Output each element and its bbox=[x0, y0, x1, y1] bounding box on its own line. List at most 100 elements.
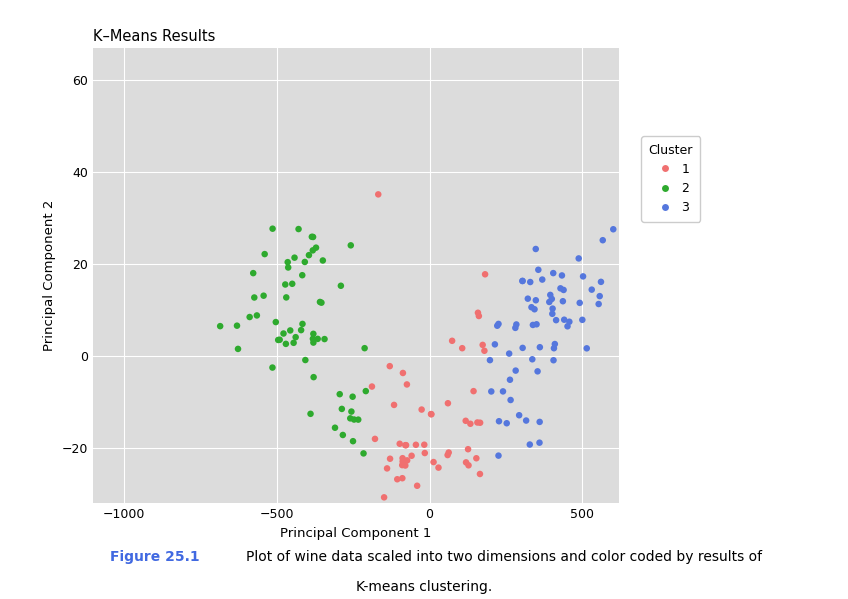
2 bbox=[328, 423, 342, 432]
1 bbox=[390, 474, 404, 484]
1 bbox=[395, 461, 409, 470]
3 bbox=[535, 275, 549, 285]
3 bbox=[526, 355, 539, 364]
2 bbox=[287, 253, 301, 262]
3 bbox=[492, 319, 505, 329]
1 bbox=[427, 457, 440, 467]
3 bbox=[593, 291, 606, 301]
2 bbox=[359, 386, 372, 396]
1 bbox=[365, 382, 379, 391]
2 bbox=[357, 449, 371, 458]
3 bbox=[573, 298, 587, 308]
1 bbox=[445, 336, 459, 346]
3 bbox=[509, 366, 522, 376]
3 bbox=[529, 244, 543, 254]
2 bbox=[258, 249, 271, 259]
2 bbox=[306, 232, 320, 242]
1 bbox=[399, 440, 413, 450]
3 bbox=[509, 323, 522, 332]
3 bbox=[530, 319, 544, 329]
3 bbox=[633, 255, 647, 264]
3 bbox=[533, 343, 547, 352]
3 bbox=[500, 419, 514, 428]
3 bbox=[556, 297, 570, 306]
2 bbox=[265, 224, 279, 234]
1 bbox=[417, 440, 431, 449]
2 bbox=[333, 389, 347, 399]
2 bbox=[289, 332, 303, 342]
2 bbox=[230, 321, 243, 331]
1 bbox=[476, 340, 489, 350]
3 bbox=[554, 283, 567, 293]
2 bbox=[336, 430, 349, 440]
2 bbox=[318, 334, 332, 344]
3 bbox=[555, 271, 569, 280]
3 bbox=[533, 438, 546, 447]
1 bbox=[461, 444, 475, 454]
3 bbox=[550, 315, 563, 325]
1 bbox=[462, 461, 476, 470]
2 bbox=[311, 334, 325, 344]
3 bbox=[532, 265, 545, 274]
2 bbox=[286, 279, 299, 289]
3 bbox=[490, 321, 504, 331]
1 bbox=[460, 458, 473, 467]
1 bbox=[393, 439, 406, 449]
2 bbox=[307, 329, 321, 338]
3 bbox=[594, 277, 608, 287]
2 bbox=[248, 293, 261, 302]
Text: Plot of wine data scaled into two dimensions and color coded by results of: Plot of wine data scaled into two dimens… bbox=[246, 550, 762, 564]
2 bbox=[279, 339, 293, 349]
3 bbox=[576, 315, 589, 325]
2 bbox=[287, 338, 300, 347]
3 bbox=[502, 349, 516, 358]
3 bbox=[592, 300, 605, 309]
3 bbox=[527, 304, 541, 314]
1 bbox=[466, 386, 480, 396]
1 bbox=[464, 419, 477, 428]
2 bbox=[306, 334, 320, 344]
3 bbox=[504, 395, 517, 405]
3 bbox=[548, 339, 561, 349]
3 bbox=[546, 304, 560, 313]
2 bbox=[358, 343, 371, 353]
1 bbox=[459, 416, 472, 426]
1 bbox=[460, 506, 473, 516]
2 bbox=[344, 241, 358, 250]
2 bbox=[335, 404, 349, 414]
3 bbox=[496, 386, 510, 396]
2 bbox=[313, 297, 326, 307]
2 bbox=[280, 293, 293, 302]
1 bbox=[395, 473, 409, 483]
1 bbox=[478, 270, 492, 279]
3 bbox=[572, 253, 585, 263]
1 bbox=[415, 405, 428, 415]
1 bbox=[425, 410, 438, 419]
2 bbox=[281, 258, 294, 267]
1 bbox=[477, 346, 491, 356]
1 bbox=[473, 469, 487, 479]
2 bbox=[265, 363, 279, 373]
2 bbox=[278, 280, 292, 289]
3 bbox=[547, 355, 561, 365]
3 bbox=[562, 317, 576, 326]
2 bbox=[257, 291, 271, 301]
3 bbox=[533, 417, 546, 426]
3 bbox=[529, 295, 543, 305]
1 bbox=[455, 343, 469, 353]
2 bbox=[346, 437, 360, 446]
3 bbox=[484, 387, 498, 397]
3 bbox=[606, 225, 620, 234]
1 bbox=[371, 189, 385, 199]
2 bbox=[306, 246, 320, 255]
3 bbox=[526, 320, 539, 329]
1 bbox=[424, 409, 438, 419]
3 bbox=[516, 343, 529, 353]
2 bbox=[292, 224, 305, 234]
Text: Figure 25.1: Figure 25.1 bbox=[110, 550, 200, 564]
2 bbox=[348, 415, 361, 424]
3 bbox=[545, 309, 559, 319]
2 bbox=[282, 263, 295, 273]
2 bbox=[305, 232, 319, 241]
3 bbox=[488, 340, 502, 349]
